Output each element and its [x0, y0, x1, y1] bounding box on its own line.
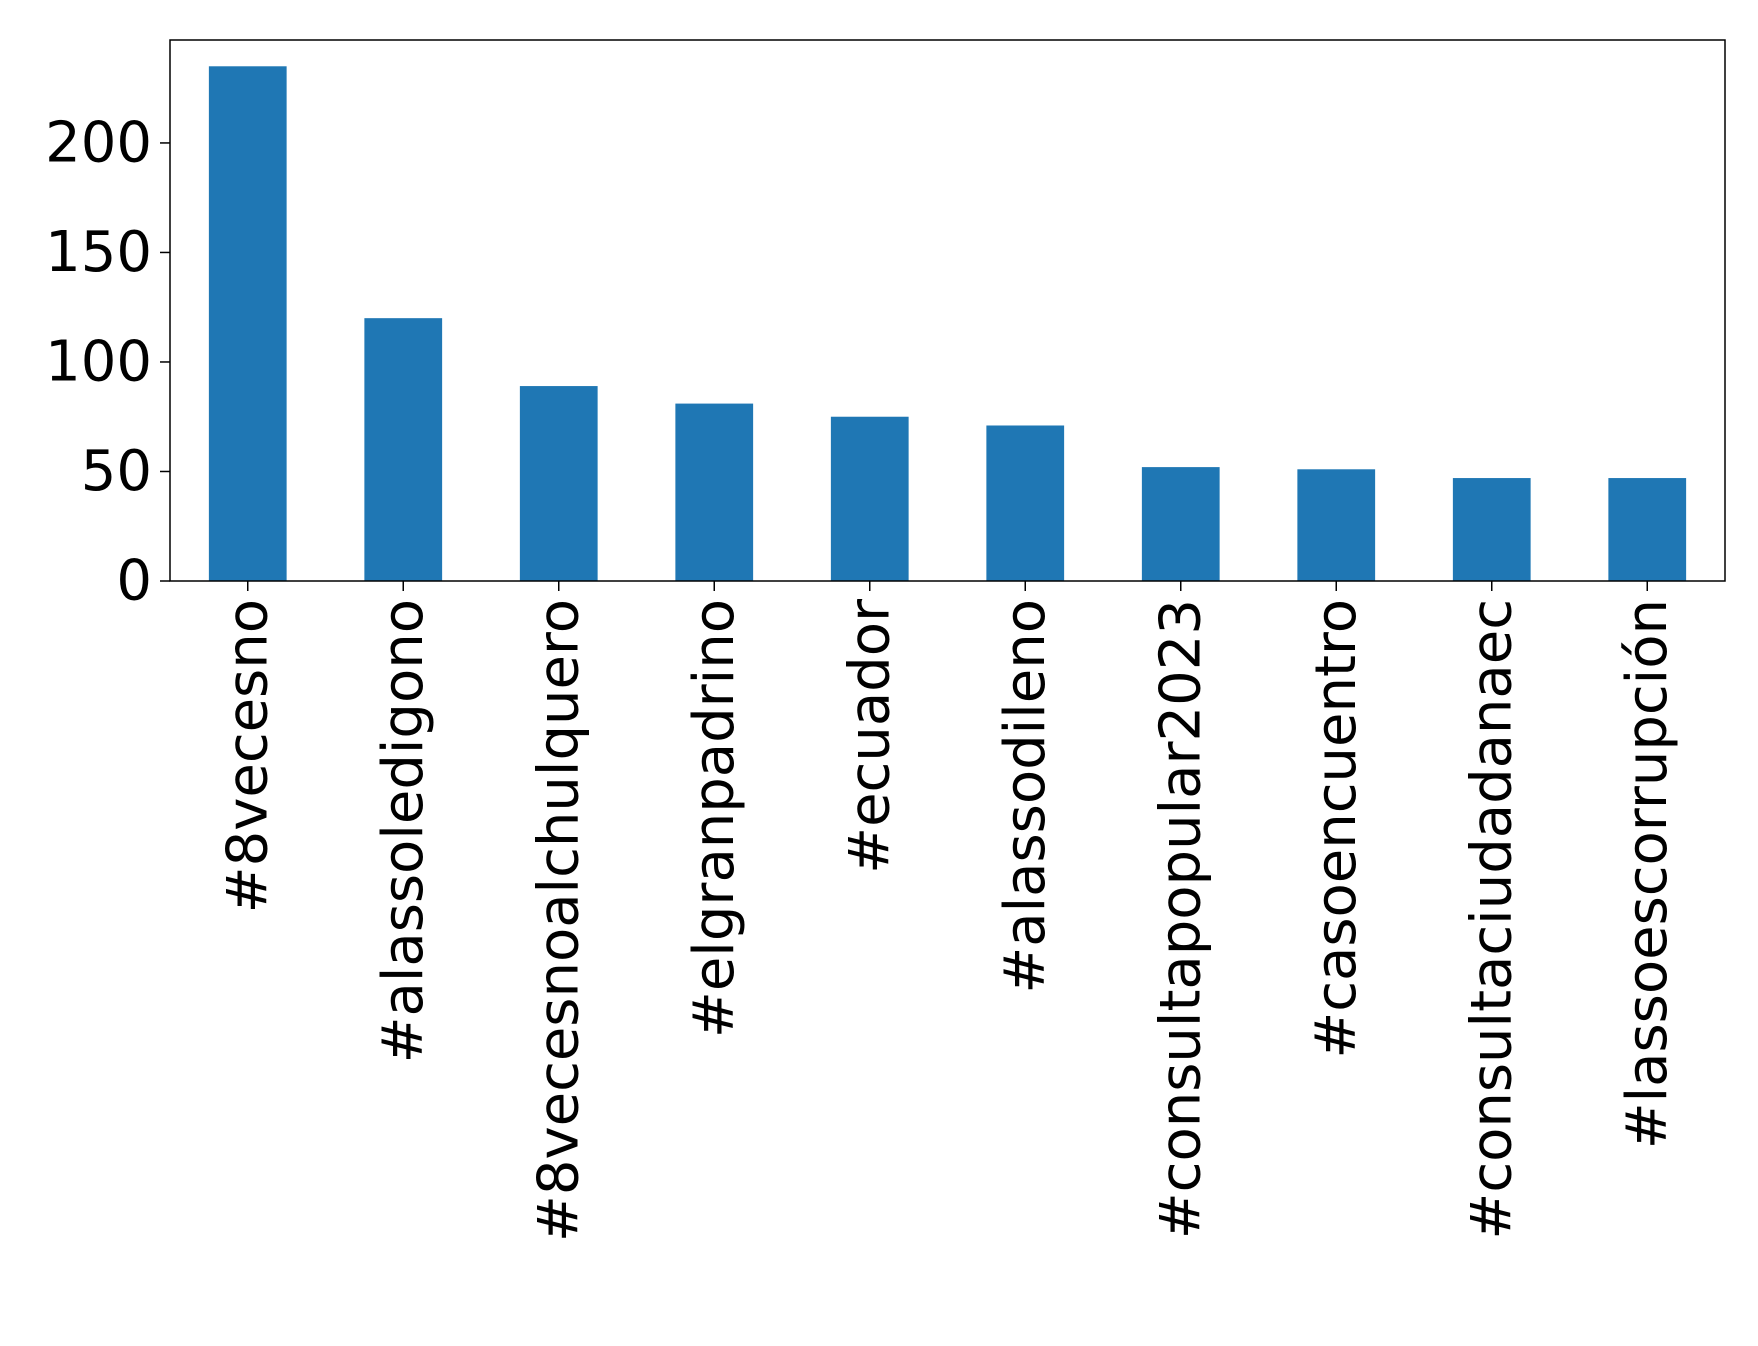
x-tick-label: #consultaciudadanaec	[1459, 599, 1524, 1240]
bar-7	[1141, 467, 1220, 581]
bar-2	[364, 318, 443, 581]
plot-frame	[169, 39, 1726, 582]
x-tick-label: #8vecesno	[215, 599, 280, 913]
bar-8	[1297, 469, 1376, 581]
bar-4	[675, 403, 754, 581]
bars-group	[208, 66, 1687, 582]
bar-1	[208, 66, 287, 582]
y-tick-label: 100	[45, 329, 152, 394]
bar-10	[1608, 478, 1687, 581]
bar-6	[986, 425, 1065, 581]
y-tick-label: 200	[45, 110, 152, 175]
y-tick-label: 150	[45, 220, 152, 285]
bar-3	[519, 386, 598, 581]
x-tick-label: #ecuador	[837, 598, 902, 874]
x-tick-label: #casoencuentro	[1304, 599, 1369, 1059]
x-tick-label: #elgranpadrino	[682, 599, 747, 1038]
bar-9	[1452, 478, 1531, 581]
bar-5	[830, 416, 909, 581]
x-tick-label: #consultapopular2023	[1148, 599, 1213, 1239]
x-axis: #8vecesno #alassoledigono #8vecesnoalchulq…	[215, 581, 1680, 1242]
x-tick-label: #8vecesnoalchulquero	[526, 599, 591, 1242]
x-tick-label: #alassodileno	[993, 599, 1058, 994]
y-axis: 0 50 100 150 200	[45, 110, 170, 614]
y-tick-label: 50	[81, 439, 152, 504]
x-tick-label: #lassoescorrupción	[1615, 599, 1680, 1149]
x-tick-label: #alassoledigono	[371, 599, 436, 1063]
y-tick-label: 0	[116, 549, 152, 614]
